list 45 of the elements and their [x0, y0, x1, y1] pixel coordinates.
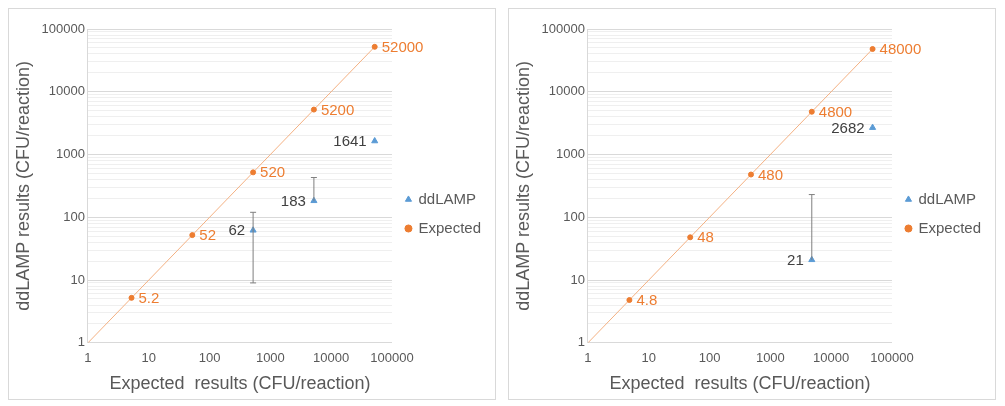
y-tick-label: 100 [63, 208, 85, 224]
x-tick-label: 100 [698, 350, 721, 366]
data-label: 48000 [879, 40, 922, 58]
y-tick-label: 100 [563, 208, 585, 224]
x-tick-label: 1000 [255, 350, 285, 366]
x-tick-label: 10000 [813, 350, 850, 366]
x-tick-label: 10000 [313, 350, 350, 366]
data-label: 1641 [333, 132, 367, 150]
x-axis-title: Expected results (CFU/reaction) [609, 373, 871, 394]
legend-label: ddLAMP [418, 189, 477, 207]
data-label: 480 [757, 165, 784, 183]
data-label: 48 [697, 228, 714, 246]
y-tick-label: 10000 [48, 83, 85, 99]
data-label: 21 [787, 250, 804, 268]
legend-label: Expected [418, 218, 482, 236]
legend-label: Expected [918, 218, 982, 236]
x-axis-title: Expected results (CFU/reaction) [109, 373, 371, 394]
x-tick-label: 1000 [755, 350, 785, 366]
y-tick-label: 10 [70, 271, 85, 287]
data-label: 52 [199, 226, 216, 244]
data-label: 520 [260, 163, 286, 181]
x-tick-label: 100000 [870, 350, 914, 366]
x-tick-label: 10 [141, 350, 157, 366]
y-tick-label: 10000 [548, 83, 585, 99]
data-label: 4800 [818, 102, 853, 120]
y-axis-title: ddLAMP results (CFU/reaction) [12, 61, 33, 311]
data-label: 52000 [381, 37, 424, 55]
data-label: 62 [228, 221, 246, 239]
y-tick-label: 1 [577, 334, 585, 350]
y-tick-label: 1000 [556, 146, 585, 162]
y-tick-label: 10 [570, 271, 585, 287]
data-label: 4.8 [636, 291, 658, 309]
data-label: 5200 [320, 100, 355, 118]
y-tick-label: 100000 [541, 20, 585, 36]
y-tick-label: 1000 [56, 146, 85, 162]
data-label: 2682 [831, 118, 865, 136]
y-axis-title: ddLAMP results (CFU/reaction) [512, 61, 533, 311]
x-tick-label: 100 [198, 350, 221, 366]
x-tick-label: 100000 [370, 350, 414, 366]
legend-label: ddLAMP [918, 189, 977, 207]
data-label: 5.2 [138, 289, 160, 306]
y-tick-label: 100000 [41, 20, 85, 36]
data-label: 183 [280, 191, 306, 209]
y-tick-label: 1 [77, 334, 85, 350]
x-tick-label: 10 [641, 350, 657, 366]
